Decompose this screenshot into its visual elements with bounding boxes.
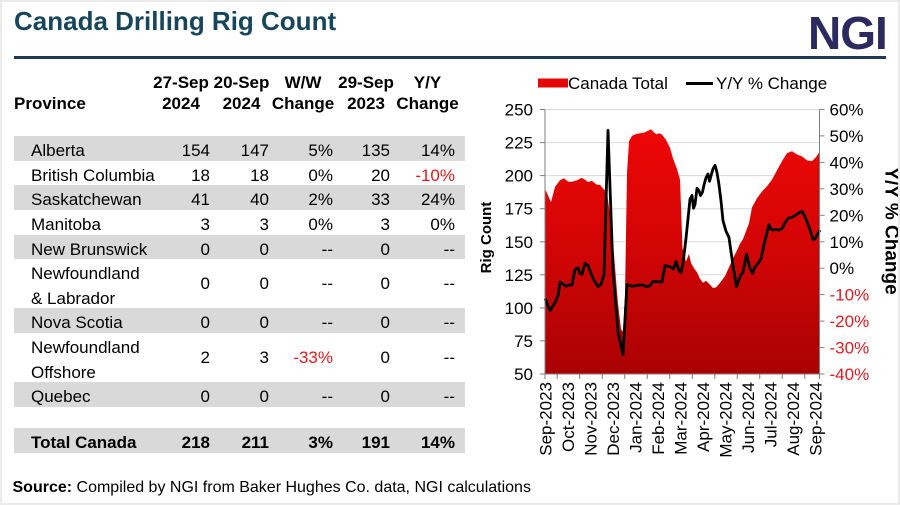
svg-text:225: 225 [505, 134, 533, 153]
svg-text:-20%: -20% [830, 312, 870, 331]
svg-text:Oct-2023: Oct-2023 [559, 382, 578, 452]
svg-text:10%: 10% [830, 233, 864, 252]
svg-text:250: 250 [505, 101, 533, 120]
svg-text:75: 75 [514, 332, 533, 351]
svg-text:Sep-2024: Sep-2024 [807, 382, 826, 456]
svg-text:50%: 50% [830, 127, 864, 146]
svg-text:Canada Total: Canada Total [568, 74, 668, 93]
svg-text:-30%: -30% [830, 339, 870, 358]
svg-text:Jul-2024: Jul-2024 [762, 382, 781, 447]
svg-text:Aug-2024: Aug-2024 [784, 382, 803, 456]
svg-text:Apr-2024: Apr-2024 [694, 382, 713, 452]
svg-text:150: 150 [505, 233, 533, 252]
svg-text:50: 50 [514, 365, 533, 384]
svg-text:Mar-2024: Mar-2024 [672, 382, 691, 455]
svg-text:0%: 0% [830, 259, 855, 278]
svg-text:Y/Y % Change: Y/Y % Change [881, 167, 900, 294]
svg-text:Y/Y % Change: Y/Y % Change [716, 74, 827, 93]
svg-text:30%: 30% [830, 180, 864, 199]
svg-text:Jun-2024: Jun-2024 [739, 382, 758, 453]
svg-text:Feb-2024: Feb-2024 [649, 382, 668, 455]
svg-text:175: 175 [505, 200, 533, 219]
svg-text:Nov-2023: Nov-2023 [582, 382, 601, 456]
svg-text:-40%: -40% [830, 365, 870, 384]
svg-text:Jan-2024: Jan-2024 [627, 382, 646, 453]
svg-text:60%: 60% [830, 101, 864, 120]
svg-text:40%: 40% [830, 153, 864, 172]
svg-text:200: 200 [505, 167, 533, 186]
svg-text:20%: 20% [830, 206, 864, 225]
svg-text:100: 100 [505, 299, 533, 318]
svg-text:Sep-2023: Sep-2023 [537, 382, 556, 456]
svg-text:Rig Count: Rig Count [478, 202, 495, 274]
svg-text:Dec-2023: Dec-2023 [604, 382, 623, 456]
svg-text:125: 125 [505, 266, 533, 285]
svg-text:May-2024: May-2024 [717, 382, 736, 458]
svg-text:-10%: -10% [830, 286, 870, 305]
